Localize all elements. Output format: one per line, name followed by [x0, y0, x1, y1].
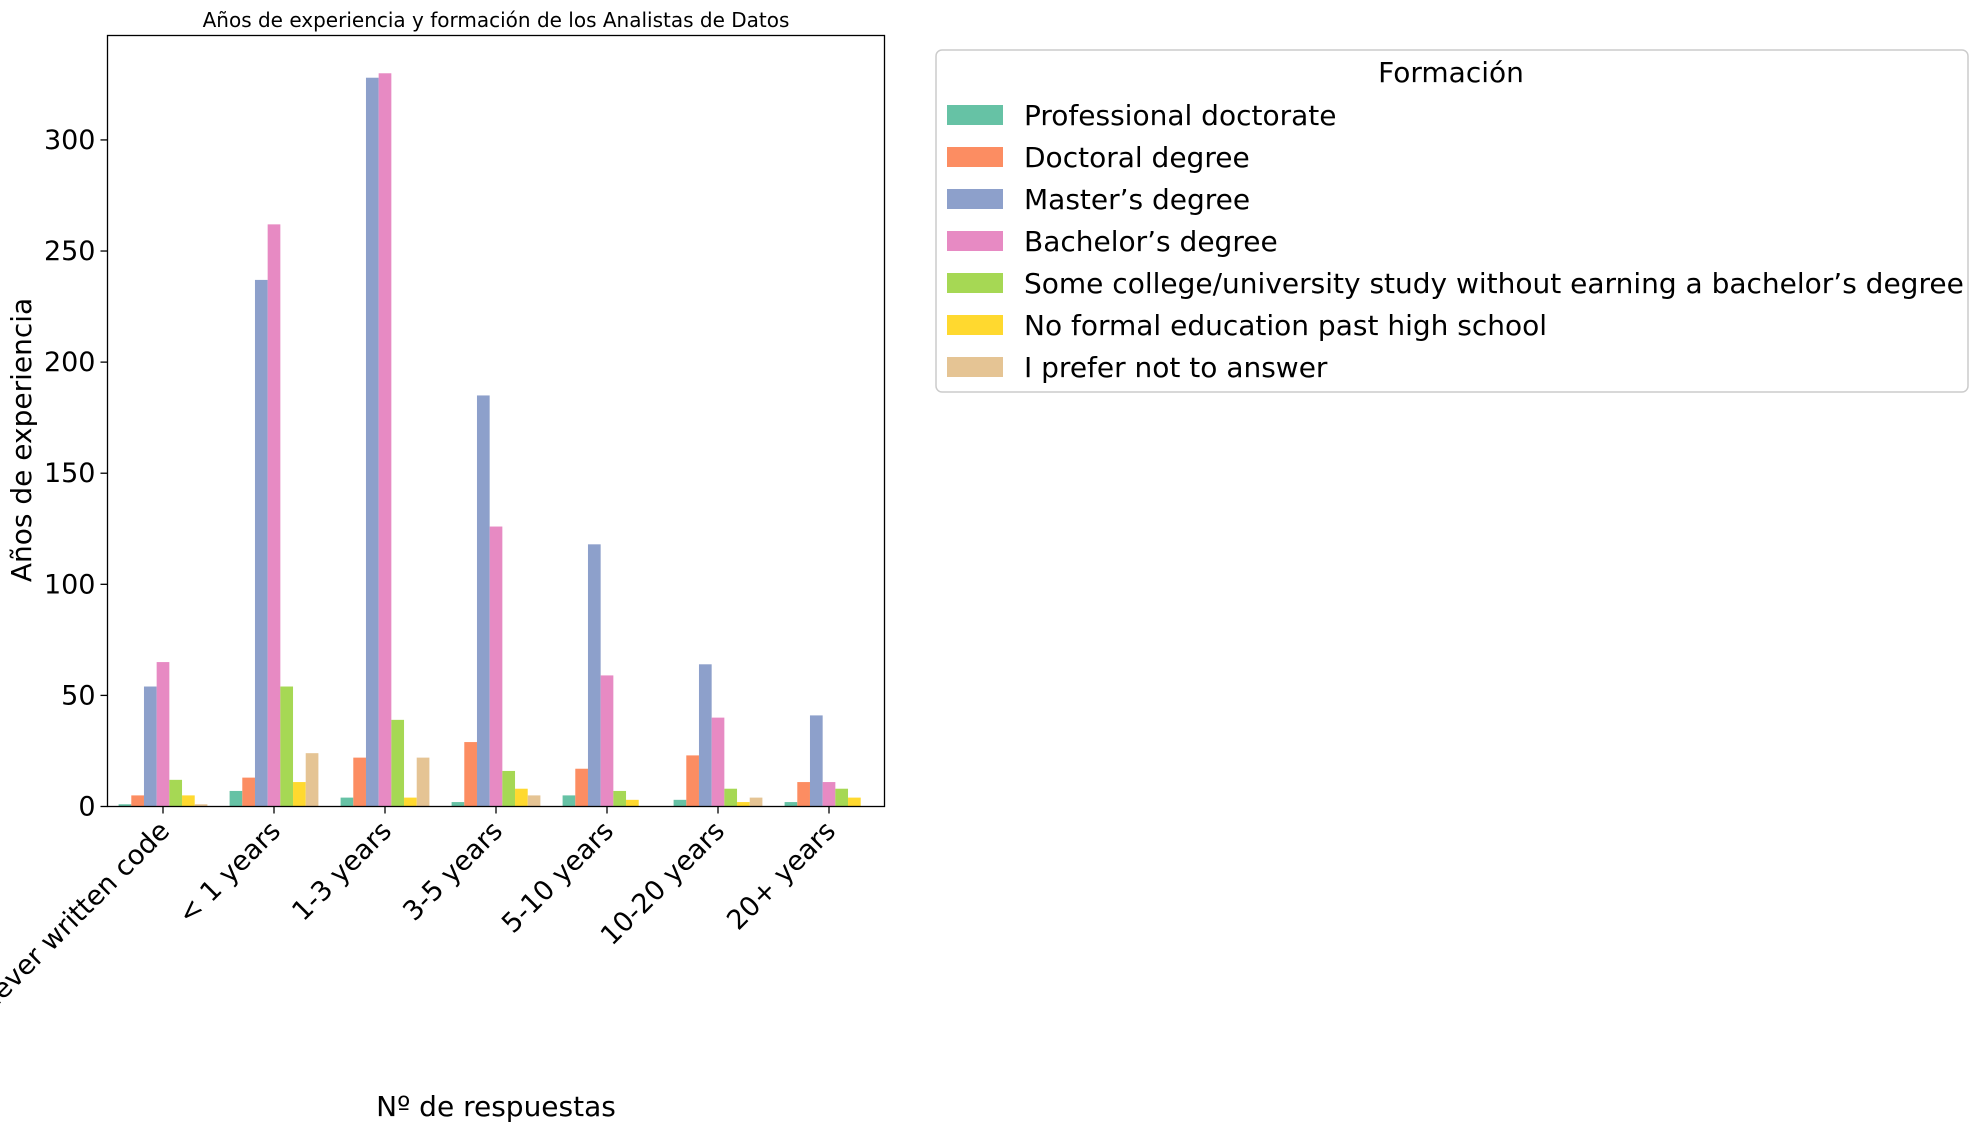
- bar: [489, 526, 503, 807]
- y-tick-label: 300: [44, 125, 96, 156]
- legend-label: I prefer not to answer: [1024, 351, 1328, 384]
- legend-swatch: [947, 315, 1003, 335]
- bar: [365, 77, 379, 807]
- legend-box: [935, 49, 1969, 393]
- y-tick-label: 50: [61, 680, 95, 711]
- bar: [118, 804, 132, 807]
- bar: [194, 804, 208, 807]
- bar: [451, 802, 465, 807]
- x-tick-label: I have never written code: [0, 816, 176, 1083]
- legend-label: Doctoral degree: [1024, 141, 1250, 174]
- chart-title: Años de experiencia y formación de los A…: [203, 8, 790, 32]
- bar: [698, 664, 712, 807]
- bar: [169, 779, 183, 807]
- legend-swatch: [947, 105, 1003, 125]
- bar: [267, 224, 281, 807]
- legend-swatch: [947, 231, 1003, 251]
- bar: [476, 395, 490, 807]
- bar: [353, 757, 366, 807]
- legend-swatch: [947, 273, 1003, 293]
- bar: [305, 753, 319, 807]
- bar: [229, 790, 243, 807]
- y-tick-label: 100: [44, 569, 96, 600]
- x-tick-label: 20+ years: [721, 816, 842, 937]
- bar: [143, 686, 157, 807]
- bar: [527, 795, 541, 807]
- bar: [835, 788, 849, 807]
- bars-group: [118, 73, 861, 807]
- y-axis-label: Años de experiencia: [5, 298, 38, 582]
- bar: [686, 755, 699, 807]
- bar: [340, 797, 354, 807]
- bar: [293, 782, 306, 807]
- legend-swatch: [947, 147, 1003, 167]
- bar: [673, 799, 687, 807]
- bar: [626, 799, 639, 807]
- bar: [378, 73, 392, 807]
- bar: [391, 719, 405, 807]
- bar: [464, 742, 477, 807]
- bar: [131, 795, 144, 807]
- x-tick-label: < 1 years: [172, 816, 287, 931]
- bar: [784, 802, 798, 807]
- bar: [280, 686, 294, 807]
- y-tick-label: 250: [44, 236, 96, 267]
- bar: [797, 782, 810, 807]
- bar: [613, 790, 627, 807]
- bar: [182, 795, 195, 807]
- legend: Formación Professional doctorate Doctoral…: [935, 49, 1969, 393]
- bar: [404, 797, 417, 807]
- x-tick-label: 3-5 years: [397, 816, 509, 928]
- bar: [587, 544, 601, 807]
- bar: [822, 782, 836, 807]
- bar: [156, 662, 170, 807]
- legend-items: Professional doctorate Doctoral degree Mas…: [947, 99, 1964, 384]
- bar: [600, 675, 614, 807]
- bar: [711, 717, 725, 807]
- y-axis: 0 50 100 150 200 250 300: [44, 125, 108, 823]
- legend-label: Some college/university study without ea…: [1024, 267, 1964, 300]
- bar: [502, 770, 516, 807]
- x-axis-label: Nº de respuestas: [376, 1090, 616, 1123]
- x-tick-label: 5-10 years: [496, 816, 620, 940]
- plot-frame: [106, 34, 886, 808]
- bar: [737, 802, 750, 807]
- legend-label: Master’s degree: [1024, 183, 1250, 216]
- bar: [724, 788, 738, 807]
- legend-title: Formación: [1378, 56, 1524, 89]
- bar: [749, 797, 763, 807]
- y-tick-label: 0: [78, 792, 95, 823]
- bar: [242, 777, 255, 807]
- bar: [254, 279, 268, 807]
- y-tick-label: 200: [44, 347, 96, 378]
- legend-label: No formal education past high school: [1024, 309, 1547, 342]
- y-tick-label: 150: [44, 458, 96, 489]
- legend-label: Bachelor’s degree: [1024, 225, 1278, 258]
- legend-swatch: [947, 189, 1003, 209]
- x-tick-label: 1-3 years: [286, 816, 398, 928]
- bar: [562, 795, 576, 807]
- bar: [515, 788, 528, 807]
- legend-label: Professional doctorate: [1024, 99, 1336, 132]
- bar: [416, 757, 430, 807]
- bar: [848, 797, 861, 807]
- bar: [575, 768, 588, 807]
- legend-swatch: [947, 357, 1003, 377]
- bar: [809, 715, 823, 807]
